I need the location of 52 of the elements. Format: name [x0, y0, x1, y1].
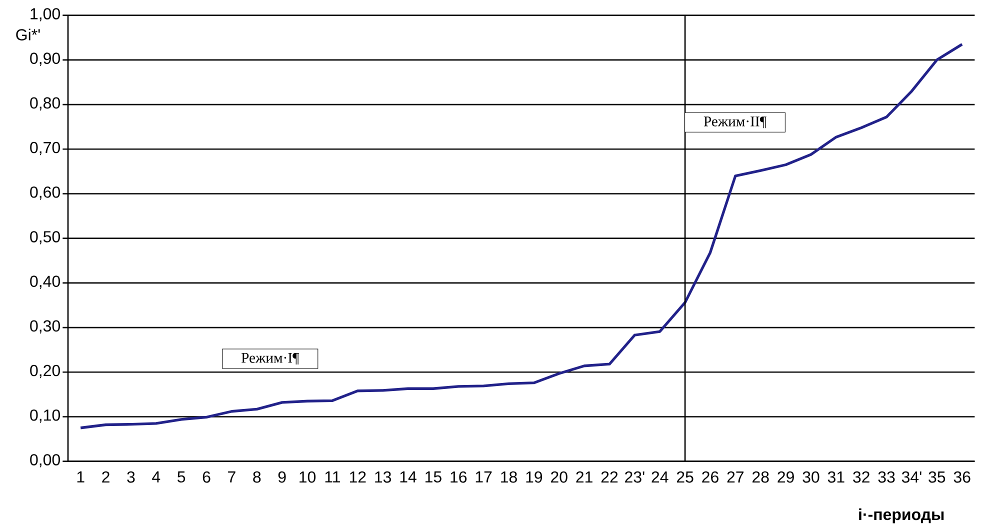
y-tick-label: 1,00: [30, 8, 60, 22]
y-tick-label: 0,30: [30, 320, 60, 334]
x-tick-label: 29: [778, 471, 794, 483]
y-tick-label: 0,80: [30, 97, 60, 110]
x-tick-label: 21: [576, 471, 592, 483]
y-tick-label: 0,00: [30, 454, 60, 468]
x-axis-title: i·-периоды: [859, 508, 944, 524]
x-tick-label: 35: [928, 471, 946, 483]
x-tick-label: 26: [702, 471, 718, 483]
x-tick-label: 12: [350, 471, 366, 483]
x-tick-label: 28: [752, 471, 769, 483]
annotation: Режим·I¶: [241, 353, 300, 364]
x-tick-label: 23': [625, 471, 644, 483]
x-tick-label: 27: [727, 471, 744, 483]
x-tick-label: 20: [551, 471, 568, 483]
y-tick-label: 0,20: [30, 364, 60, 378]
y-tick-label: 0,50: [30, 231, 60, 244]
y-tick-label: 0,40: [30, 276, 60, 289]
x-tick-label: 4: [152, 471, 160, 482]
y-tick-label: 0,90: [30, 52, 60, 66]
x-tick-label: 2: [102, 471, 110, 483]
x-tick-label: 33: [878, 471, 895, 483]
x-tick-label: 15: [426, 471, 442, 483]
x-tick-label: 24: [652, 471, 668, 483]
x-tick-label: 17: [476, 471, 492, 482]
x-tick-label: 32: [853, 471, 870, 483]
x-tick-label: 30: [802, 471, 820, 483]
x-tick-label: 36: [954, 471, 970, 483]
x-tick-label: 5: [178, 471, 186, 483]
x-tick-label: 10: [300, 471, 316, 483]
x-tick-label: 7: [228, 471, 236, 482]
line-series: [79, 42, 964, 430]
x-tick-label: 6: [202, 471, 210, 483]
x-tick-label: 34': [902, 471, 922, 483]
y-axis-title: Gi*': [16, 28, 40, 40]
x-tick-label: 18: [501, 471, 517, 483]
y-tick-label: 0,10: [30, 409, 60, 423]
x-tick-label: 25: [676, 471, 694, 483]
annotation: Режим·II¶: [704, 116, 766, 128]
x-tick-label: 1: [77, 471, 84, 482]
x-tick-label: 3: [127, 471, 135, 483]
x-tick-label: 13: [375, 471, 392, 483]
x-tick-label: 16: [450, 471, 467, 483]
y-tick-label: 0,60: [30, 186, 60, 200]
y-tick-label: 0,70: [30, 142, 60, 156]
x-tick-label: 14: [400, 471, 416, 482]
x-tick-label: 11: [325, 471, 340, 482]
x-tick-label: 31: [828, 471, 844, 483]
x-tick-label: 19: [526, 471, 542, 483]
x-tick-label: 8: [253, 471, 261, 483]
x-tick-label: 9: [278, 471, 286, 483]
x-tick-label: 22: [601, 471, 618, 483]
